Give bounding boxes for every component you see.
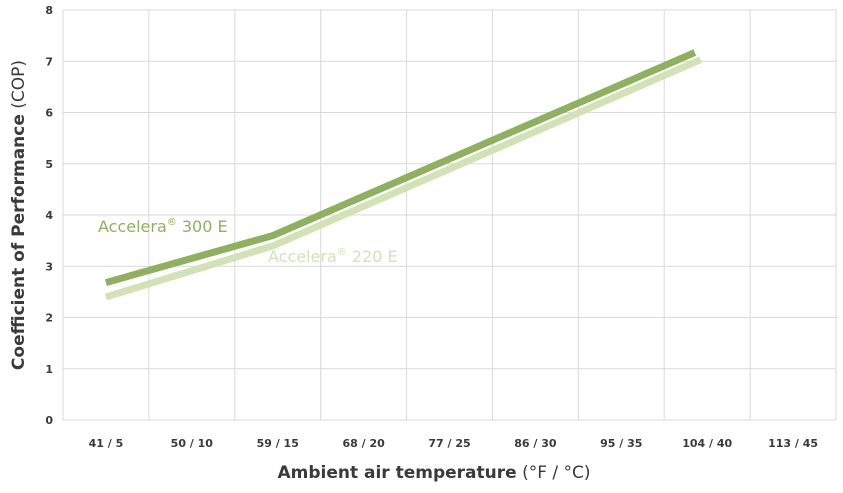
- y-axis-title: Coefficient of Performance (COP): [9, 60, 29, 370]
- y-tick-label: 6: [45, 107, 53, 120]
- series-label-220e-main: Accelera: [268, 247, 337, 266]
- x-tick-label: 77 / 25: [428, 437, 470, 450]
- y-axis-title-unit: (COP): [9, 60, 29, 114]
- x-tick-label: 59 / 15: [257, 437, 299, 450]
- series-line-accelera-300e: [104, 49, 697, 286]
- series-label-300e-main: Accelera: [98, 217, 167, 236]
- series-line-accelera-220e: [104, 56, 702, 301]
- x-axis-title-unit: (°F / °C): [517, 463, 591, 483]
- x-tick-label: 95 / 35: [600, 437, 642, 450]
- series-label-220e-rest: 220 E: [347, 247, 398, 266]
- y-tick-label: 1: [45, 363, 53, 376]
- y-tick-label: 5: [45, 158, 53, 171]
- x-tick-label: 50 / 10: [171, 437, 214, 450]
- x-axis-title: Ambient air temperature (°F / °C): [277, 463, 590, 483]
- x-tick-label: 113 / 45: [768, 437, 818, 450]
- y-tick-label: 4: [45, 209, 53, 222]
- y-tick-label: 0: [45, 414, 53, 427]
- y-tick-labels: 0 1 2 3 4 5 6 7 8: [45, 4, 53, 427]
- series-label-300e-rest: 300 E: [177, 217, 228, 236]
- x-tick-label: 41 / 5: [89, 437, 124, 450]
- y-tick-label: 8: [45, 4, 53, 17]
- series-label-220e-sup: ®: [337, 247, 347, 258]
- x-axis-title-bold: Ambient air temperature: [277, 463, 516, 483]
- y-axis-title-bold: Coefficient of Performance: [9, 114, 29, 370]
- y-tick-label: 7: [45, 55, 53, 68]
- series-lines: [104, 49, 702, 301]
- series-label-accelera-220e: Accelera® 220 E: [268, 247, 398, 266]
- x-tick-labels: 41 / 5 50 / 10 59 / 15 68 / 20 77 / 25 86 / 3…: [89, 437, 818, 450]
- x-tick-label: 68 / 20: [342, 437, 385, 450]
- y-tick-label: 2: [45, 312, 53, 325]
- grid-lines: [62, 9, 837, 421]
- x-tick-label: 86 / 30: [514, 437, 557, 450]
- y-tick-label: 3: [45, 260, 53, 273]
- series-label-accelera-300e: Accelera® 300 E: [98, 217, 228, 236]
- x-tick-label: 104 / 40: [682, 437, 732, 450]
- series-label-300e-sup: ®: [167, 217, 177, 228]
